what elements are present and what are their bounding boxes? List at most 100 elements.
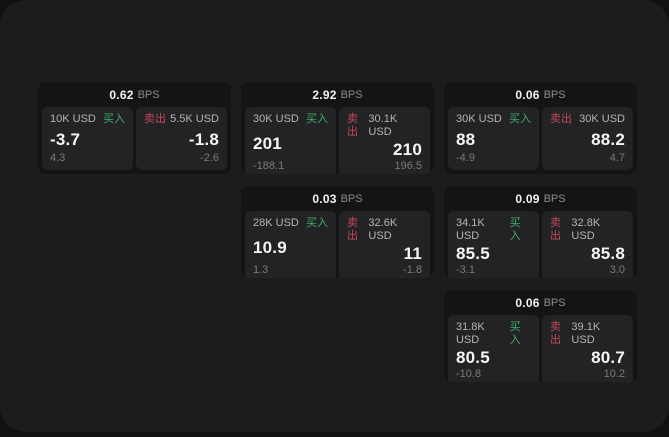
sell-tile[interactable]: 卖出 32.8K USD 85.8 3.0 [542,211,633,278]
bps-unit-label: BPS [543,296,566,309]
quote-card: 0.06 BPS 30K USD 买入 88 -4.9 卖出 30K USD 8… [444,82,637,174]
buy-delta: -4.9 [456,152,475,164]
sell-tile-header: 卖出 5.5K USD [144,113,219,126]
buy-amount: 10K USD [50,113,96,125]
buy-delta: -10.8 [456,368,482,380]
buy-tile-header: 31.8K USD 买入 [456,321,531,347]
sell-side-label: 卖出 [550,321,561,346]
bps-value: 2.92 [312,87,337,102]
buy-side-label: 买入 [509,113,531,125]
buy-price: 80.5 [456,348,490,367]
card-header: 0.03 BPS [241,186,434,211]
bps-unit-label: BPS [137,88,160,101]
buy-amount: 28K USD [253,217,299,229]
sell-amount: 5.5K USD [170,113,219,125]
buy-amount: 34.1K USD [456,217,485,242]
buy-tile[interactable]: 34.1K USD 买入 85.5 -3.1 [448,211,539,278]
sell-amount: 32.6K USD [368,217,398,242]
buy-delta: 1.3 [253,264,269,276]
buy-price: 88 [456,129,476,149]
cards-grid: 0.62 BPS 10K USD 买入 -3.7 4.3 卖出 5.5K USD… [38,82,637,382]
sell-tile[interactable]: 卖出 5.5K USD -1.8 -2.6 [136,107,227,170]
sell-amount: 30K USD [579,113,625,125]
sell-delta: 10.2 [603,368,625,380]
sell-price: 80.7 [591,348,625,367]
bps-unit-label: BPS [340,192,363,205]
buy-amount: 30K USD [253,113,299,125]
buy-amount: 30K USD [456,113,502,125]
card-header: 2.92 BPS [241,82,434,107]
buy-side-label: 买入 [103,113,125,125]
buy-delta: -188.1 [253,160,285,172]
sell-amount: 39.1K USD [571,321,601,346]
bps-value: 0.09 [515,191,540,206]
buy-delta: -3.1 [456,264,475,276]
card-body: 34.1K USD 买入 85.5 -3.1 卖出 32.8K USD 85.8… [444,211,637,278]
card-header: 0.06 BPS [444,82,637,107]
quote-card: 0.09 BPS 34.1K USD 买入 85.5 -3.1 卖出 32.8K… [444,186,637,278]
card-header: 0.06 BPS [444,290,637,315]
bps-value: 0.06 [515,295,540,310]
sell-delta: 196.5 [394,160,422,172]
sell-tile[interactable]: 卖出 32.6K USD 11 -1.8 [339,211,430,278]
buy-tile[interactable]: 30K USD 买入 201 -188.1 [245,107,336,174]
sell-tile-header: 卖出 30K USD [550,113,625,126]
buy-price: 85.5 [456,244,490,263]
sell-price: 210 [393,140,422,159]
buy-delta: 4.3 [50,152,66,164]
bps-unit-label: BPS [340,88,363,101]
bps-value: 0.03 [312,191,337,206]
buy-tile-header: 30K USD 买入 [253,113,328,126]
sell-tile[interactable]: 卖出 30.1K USD 210 196.5 [339,107,430,174]
buy-side-label: 买入 [509,217,521,242]
quote-card: 0.03 BPS 28K USD 买入 10.9 1.3 卖出 32.6K US… [241,186,434,278]
card-body: 30K USD 买入 88 -4.9 卖出 30K USD 88.2 4.7 [444,107,637,174]
sell-tile[interactable]: 卖出 39.1K USD 80.7 10.2 [542,315,633,382]
buy-tile[interactable]: 31.8K USD 买入 80.5 -10.8 [448,315,539,382]
quote-card: 0.06 BPS 31.8K USD 买入 80.5 -10.8 卖出 39.1… [444,290,637,382]
buy-price: 10.9 [253,237,287,257]
card-header: 0.62 BPS [38,82,231,107]
sell-delta: 4.7 [609,152,625,164]
quote-card: 2.92 BPS 30K USD 买入 201 -188.1 卖出 30.1K … [241,82,434,174]
buy-tile-header: 34.1K USD 买入 [456,217,531,243]
sell-amount: 30.1K USD [368,113,398,138]
sell-side-label: 卖出 [347,113,358,138]
sell-amount: 32.8K USD [571,217,601,242]
bps-value: 0.06 [515,87,540,102]
sell-side-label: 卖出 [144,113,166,125]
bps-unit-label: BPS [543,192,566,205]
card-body: 28K USD 买入 10.9 1.3 卖出 32.6K USD 11 -1.8 [241,211,434,278]
sell-delta: -2.6 [200,152,219,164]
buy-tile[interactable]: 28K USD 买入 10.9 1.3 [245,211,336,278]
sell-price: 88.2 [591,129,625,149]
bps-unit-label: BPS [543,88,566,101]
buy-side-label: 买入 [306,217,328,229]
buy-price: -3.7 [50,129,81,149]
card-body: 31.8K USD 买入 80.5 -10.8 卖出 39.1K USD 80.… [444,315,637,382]
sell-tile-header: 卖出 30.1K USD [347,113,422,139]
sell-delta: -1.8 [403,264,422,276]
sell-price: -1.8 [188,129,219,149]
sell-tile-header: 卖出 32.6K USD [347,217,422,243]
sell-side-label: 卖出 [550,113,572,125]
sell-price: 85.8 [591,244,625,263]
card-body: 30K USD 买入 201 -188.1 卖出 30.1K USD 210 1… [241,107,434,174]
sell-tile-header: 卖出 39.1K USD [550,321,625,347]
buy-tile-header: 28K USD 买入 [253,217,328,230]
sell-tile[interactable]: 卖出 30K USD 88.2 4.7 [542,107,633,170]
quote-card: 0.62 BPS 10K USD 买入 -3.7 4.3 卖出 5.5K USD… [38,82,231,174]
sell-price: 11 [403,244,422,263]
bps-value: 0.62 [109,87,134,102]
sell-tile-header: 卖出 32.8K USD [550,217,625,243]
buy-tile-header: 30K USD 买入 [456,113,531,126]
buy-tile[interactable]: 10K USD 买入 -3.7 4.3 [42,107,133,170]
buy-tile[interactable]: 30K USD 买入 88 -4.9 [448,107,539,170]
card-body: 10K USD 买入 -3.7 4.3 卖出 5.5K USD -1.8 -2.… [38,107,231,174]
buy-tile-header: 10K USD 买入 [50,113,125,126]
buy-price: 201 [253,133,282,153]
card-header: 0.09 BPS [444,186,637,211]
buy-side-label: 买入 [509,321,521,346]
buy-side-label: 买入 [306,113,328,125]
